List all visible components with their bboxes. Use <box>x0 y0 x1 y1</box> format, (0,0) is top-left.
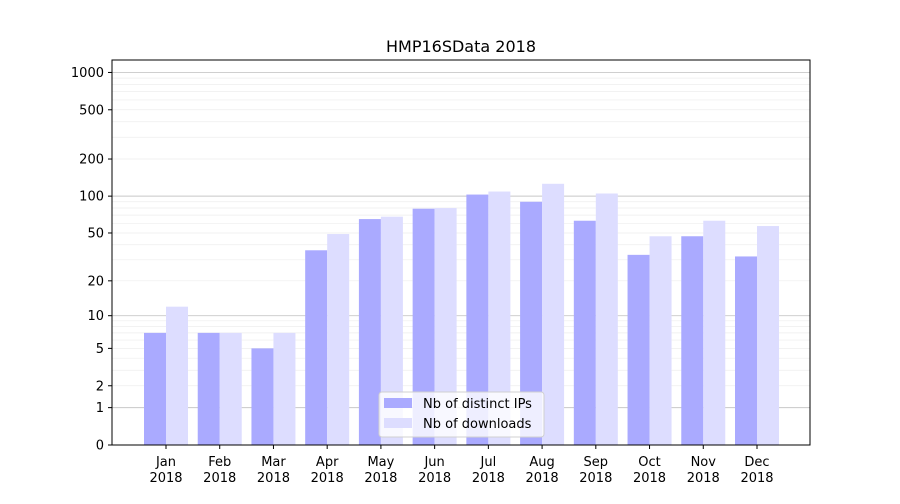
bar-downloads <box>595 193 618 445</box>
bar-distinct-ips <box>358 219 381 445</box>
x-tick-label: 2018 <box>687 471 720 486</box>
x-tick-label: Sep <box>584 455 609 470</box>
bar-distinct-ips <box>520 201 543 445</box>
x-tick-label: Jul <box>480 455 497 470</box>
x-tick-label: 2018 <box>526 471 559 486</box>
bar-distinct-ips <box>627 254 650 445</box>
bar-downloads <box>327 234 350 445</box>
bar-downloads <box>380 216 403 445</box>
x-tick-label: 2018 <box>149 471 182 486</box>
y-tick-label: 2 <box>96 379 104 394</box>
bar-downloads <box>649 236 672 445</box>
bar-distinct-ips <box>735 256 757 445</box>
y-tick-label: 1 <box>96 401 104 416</box>
bar-distinct-ips <box>681 236 704 445</box>
x-axis: Jan2018Feb2018Mar2018Apr2018May2018Jun20… <box>149 445 774 486</box>
x-tick-label: 2018 <box>633 471 666 486</box>
legend-swatch <box>384 398 412 408</box>
bar-downloads <box>703 220 726 445</box>
y-tick-label: 50 <box>87 226 104 241</box>
x-tick-label: Mar <box>261 455 286 470</box>
bar-distinct-ips <box>573 220 596 445</box>
legend-box <box>378 391 545 438</box>
x-tick-label: Feb <box>208 455 231 470</box>
x-tick-label: 2018 <box>364 471 397 486</box>
x-tick-label: Jan <box>155 455 176 470</box>
x-tick-label: 2018 <box>257 471 290 486</box>
y-tick-label: 10 <box>87 309 104 324</box>
x-tick-label: 2018 <box>311 471 344 486</box>
bar-downloads <box>757 226 779 445</box>
legend: Nb of distinct IPs Nb of downloads <box>378 391 545 438</box>
bar-downloads <box>166 306 188 445</box>
chart-title: HMP16SData 2018 <box>386 37 536 56</box>
y-tick-label: 1000 <box>71 66 104 81</box>
x-tick-label: Oct <box>638 455 660 470</box>
x-tick-label: 2018 <box>579 471 612 486</box>
bar-distinct-ips <box>466 194 489 445</box>
bar-downloads <box>488 191 511 445</box>
y-tick-label: 200 <box>79 153 104 168</box>
bar-downloads <box>273 332 296 445</box>
bars <box>144 183 779 445</box>
bar-distinct-ips <box>305 250 328 445</box>
bar-distinct-ips <box>251 348 274 445</box>
bar-downloads <box>219 332 242 445</box>
x-tick-label: 2018 <box>472 471 505 486</box>
x-tick-label: 2018 <box>203 471 236 486</box>
y-tick-label: 100 <box>79 190 104 205</box>
x-tick-label: Jun <box>423 455 444 470</box>
bar-distinct-ips <box>412 208 435 445</box>
x-tick-label: Aug <box>529 455 554 470</box>
x-tick-label: Nov <box>691 455 717 470</box>
legend-label: Nb of downloads <box>423 417 532 432</box>
y-tick-label: 20 <box>87 274 104 289</box>
bar-distinct-ips <box>144 332 166 445</box>
y-tick-label: 500 <box>79 103 104 118</box>
y-tick-label: 0 <box>96 439 104 454</box>
x-tick-label: May <box>367 455 394 470</box>
legend-swatch <box>384 418 412 428</box>
y-axis: 0 1 2 5 10 20 50 100 200 500 1000 <box>71 66 112 454</box>
x-tick-label: Dec <box>744 455 769 470</box>
plot-frame <box>111 59 811 446</box>
y-tick-label: 5 <box>96 342 104 357</box>
bar-distinct-ips <box>197 332 220 445</box>
bar-downloads <box>542 183 565 445</box>
legend-label: Nb of distinct IPs <box>423 397 532 412</box>
x-tick-label: 2018 <box>418 471 451 486</box>
bar-downloads <box>434 208 457 445</box>
x-tick-label: 2018 <box>740 471 773 486</box>
x-tick-label: Apr <box>316 455 339 470</box>
